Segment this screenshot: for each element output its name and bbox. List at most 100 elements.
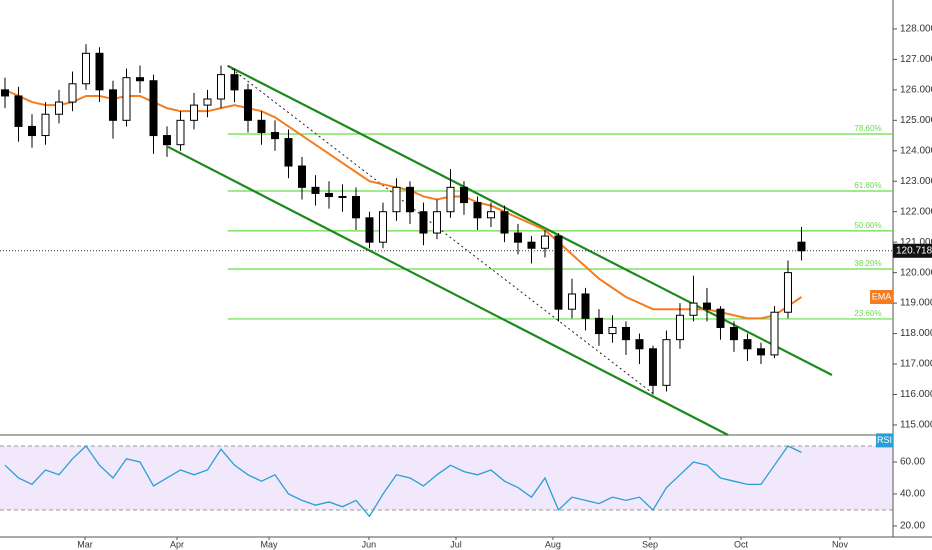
x-tick-label: Mar	[77, 539, 93, 549]
rsi-tag	[876, 433, 893, 448]
candle-body	[473, 202, 482, 219]
x-tick-label: Oct	[734, 539, 749, 549]
candle-body	[540, 235, 549, 249]
candle-body	[594, 317, 603, 335]
candle-body	[378, 211, 387, 243]
candle-body	[0, 89, 9, 97]
candle-body	[635, 339, 644, 350]
candle-body	[797, 241, 806, 252]
candle-body	[500, 211, 509, 234]
candle-body	[41, 113, 50, 137]
candle-body	[405, 186, 414, 213]
candle-body	[581, 293, 590, 319]
candle-body	[729, 326, 738, 341]
candle-body	[392, 186, 401, 213]
y-tick-label: 127.000	[900, 54, 932, 65]
candle-body	[108, 89, 117, 121]
rsi-band	[0, 445, 893, 510]
candle-body	[216, 74, 225, 100]
candle-body	[419, 211, 428, 234]
x-tick-label: Jul	[450, 539, 462, 549]
candle-body	[311, 186, 320, 194]
y-tick-label: 119.000	[900, 298, 932, 309]
rsi-line	[4, 445, 802, 518]
candle-body	[203, 98, 212, 106]
y-tick-label: 115.000	[900, 420, 932, 431]
y-tick-label: 116.000	[900, 389, 932, 400]
candle-body	[95, 52, 104, 91]
candle-body	[27, 125, 36, 137]
candle-body	[743, 339, 752, 350]
channel-line	[167, 145, 729, 436]
candle-body	[81, 52, 90, 85]
candle-body	[527, 241, 536, 249]
candle-body	[338, 195, 347, 198]
candle-body	[122, 77, 131, 121]
fib-label: 50.00%	[854, 221, 881, 230]
y-tick-label: 120.000	[900, 267, 932, 278]
candle-body	[567, 293, 576, 310]
rsi-y-tick-label: 20.00	[900, 521, 925, 532]
fib-label: 23.60%	[854, 309, 881, 318]
candle-body	[149, 80, 158, 137]
x-tick-label: Nov	[832, 539, 849, 549]
channel-line	[227, 64, 833, 376]
candle-body	[783, 272, 792, 313]
candle-body	[608, 326, 617, 335]
last-price-box	[893, 243, 932, 258]
rsi-y-tick-label: 60.00	[900, 457, 925, 468]
y-tick-label: 128.000	[900, 24, 932, 35]
x-tick-label: Jun	[362, 539, 377, 549]
rsi-y-tick-label: 40.00	[900, 489, 925, 500]
candle-body	[756, 348, 765, 356]
candle-body	[513, 232, 522, 243]
ema-name: EMA	[872, 291, 892, 301]
candle-body	[284, 138, 293, 167]
candle-body	[648, 348, 657, 386]
y-tick-label: 125.000	[900, 115, 932, 126]
x-tick-label: Aug	[545, 539, 561, 549]
candle-body	[54, 101, 63, 115]
fib-label: 61.80%	[854, 181, 881, 190]
candle-body	[621, 326, 630, 341]
candle-body	[68, 83, 77, 103]
ema-line	[4, 88, 803, 320]
fib-label: 38.20%	[854, 259, 881, 268]
candle-body	[486, 211, 495, 219]
y-tick-label: 117.000	[900, 359, 932, 370]
candle-body	[189, 104, 198, 121]
y-tick-label: 123.000	[900, 176, 932, 187]
x-tick-label: Sep	[642, 539, 658, 549]
candle-body	[270, 132, 279, 140]
x-tick-label: May	[261, 539, 279, 549]
last-price-label: 120.718	[896, 245, 932, 256]
candle-body	[162, 135, 171, 146]
y-tick-label: 124.000	[900, 145, 932, 156]
candle-body	[662, 339, 671, 386]
candle-body	[243, 89, 252, 121]
candle-body	[770, 311, 779, 356]
candle-body	[135, 77, 144, 82]
fib-label: 78.60%	[854, 124, 881, 133]
candle-body	[365, 217, 374, 243]
candle-body	[351, 195, 360, 219]
x-tick-label: Apr	[170, 539, 184, 549]
y-tick-label: 121.000	[900, 237, 932, 248]
candle-body	[14, 95, 23, 127]
ema-tag	[870, 290, 893, 305]
candle-body	[324, 192, 333, 197]
y-tick-label: 118.000	[900, 328, 932, 339]
candle-body	[446, 186, 455, 213]
candle-body	[432, 211, 441, 234]
candle-body	[230, 74, 239, 91]
candle-body	[675, 314, 684, 341]
y-tick-label: 122.000	[900, 206, 932, 217]
candle-body	[689, 302, 698, 316]
rsi-name: RSI	[877, 435, 892, 445]
candle-body	[554, 235, 563, 310]
candle-body	[297, 165, 306, 188]
candle-body	[459, 186, 468, 204]
candle-body	[716, 308, 725, 328]
y-tick-label: 126.000	[900, 85, 932, 96]
